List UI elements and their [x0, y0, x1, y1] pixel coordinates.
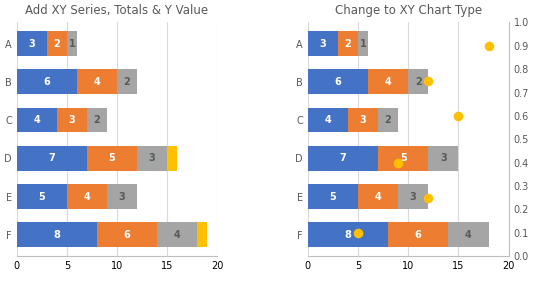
Bar — [398, 184, 429, 209]
Bar — [368, 69, 408, 94]
Text: 3: 3 — [360, 115, 366, 125]
Bar — [338, 31, 358, 56]
Bar — [388, 222, 448, 247]
Text: 6: 6 — [335, 77, 341, 87]
Bar — [77, 69, 117, 94]
Point — [454, 113, 463, 118]
Text: 4: 4 — [325, 115, 331, 125]
Text: 3: 3 — [149, 153, 156, 163]
Bar — [308, 222, 388, 247]
Text: 3: 3 — [410, 191, 417, 202]
Text: 2: 2 — [385, 115, 392, 125]
Bar — [107, 184, 137, 209]
Text: 1: 1 — [69, 39, 75, 48]
Text: 6: 6 — [415, 230, 422, 240]
Point — [424, 79, 433, 83]
Point — [394, 160, 402, 165]
Bar — [17, 184, 67, 209]
Text: 3: 3 — [69, 115, 75, 125]
Bar — [197, 222, 207, 247]
Bar — [348, 108, 378, 132]
Text: 3: 3 — [28, 39, 35, 48]
Bar — [308, 69, 368, 94]
Bar — [17, 222, 97, 247]
Bar — [47, 31, 67, 56]
Text: 7: 7 — [340, 153, 346, 163]
Text: 4: 4 — [375, 191, 382, 202]
Text: 4: 4 — [94, 77, 100, 87]
Bar — [167, 146, 177, 171]
Text: 2: 2 — [124, 77, 131, 87]
Bar — [97, 222, 157, 247]
Text: 6: 6 — [124, 230, 131, 240]
Bar — [67, 184, 107, 209]
Bar — [358, 184, 398, 209]
Title: Change to XY Chart Type: Change to XY Chart Type — [335, 4, 482, 17]
Bar — [358, 31, 368, 56]
Text: 2: 2 — [53, 39, 60, 48]
Text: 6: 6 — [43, 77, 50, 87]
Bar — [57, 108, 87, 132]
Bar — [17, 69, 77, 94]
Bar — [157, 222, 197, 247]
Bar — [448, 222, 489, 247]
Title: Add XY Series, Totals & Y Value: Add XY Series, Totals & Y Value — [26, 4, 208, 17]
Point — [484, 43, 493, 48]
Bar — [308, 184, 358, 209]
Bar — [429, 146, 458, 171]
Text: 5: 5 — [329, 191, 336, 202]
Text: 7: 7 — [49, 153, 55, 163]
Text: 2: 2 — [415, 77, 422, 87]
Text: 4: 4 — [385, 77, 392, 87]
Bar — [117, 69, 137, 94]
Bar — [17, 31, 47, 56]
Bar — [137, 146, 167, 171]
Bar — [87, 108, 107, 132]
Bar — [408, 69, 429, 94]
Bar — [308, 146, 378, 171]
Point — [424, 195, 433, 200]
Text: 8: 8 — [53, 230, 60, 240]
Bar — [308, 108, 348, 132]
Bar — [87, 146, 137, 171]
Text: 3: 3 — [119, 191, 125, 202]
Point — [354, 230, 362, 235]
Bar — [378, 108, 398, 132]
Text: 2: 2 — [94, 115, 100, 125]
Text: 8: 8 — [344, 230, 351, 240]
Bar — [17, 146, 87, 171]
Text: 5: 5 — [38, 191, 45, 202]
Text: 4: 4 — [84, 191, 90, 202]
Text: 3: 3 — [319, 39, 326, 48]
Text: 4: 4 — [465, 230, 472, 240]
Text: 5: 5 — [109, 153, 116, 163]
Text: 2: 2 — [345, 39, 351, 48]
Bar — [17, 108, 57, 132]
Bar — [308, 31, 338, 56]
Text: 3: 3 — [440, 153, 447, 163]
Text: 4: 4 — [34, 115, 40, 125]
Text: 1: 1 — [360, 39, 366, 48]
Text: 4: 4 — [174, 230, 181, 240]
Bar — [67, 31, 77, 56]
Text: 5: 5 — [400, 153, 407, 163]
Bar — [378, 146, 429, 171]
